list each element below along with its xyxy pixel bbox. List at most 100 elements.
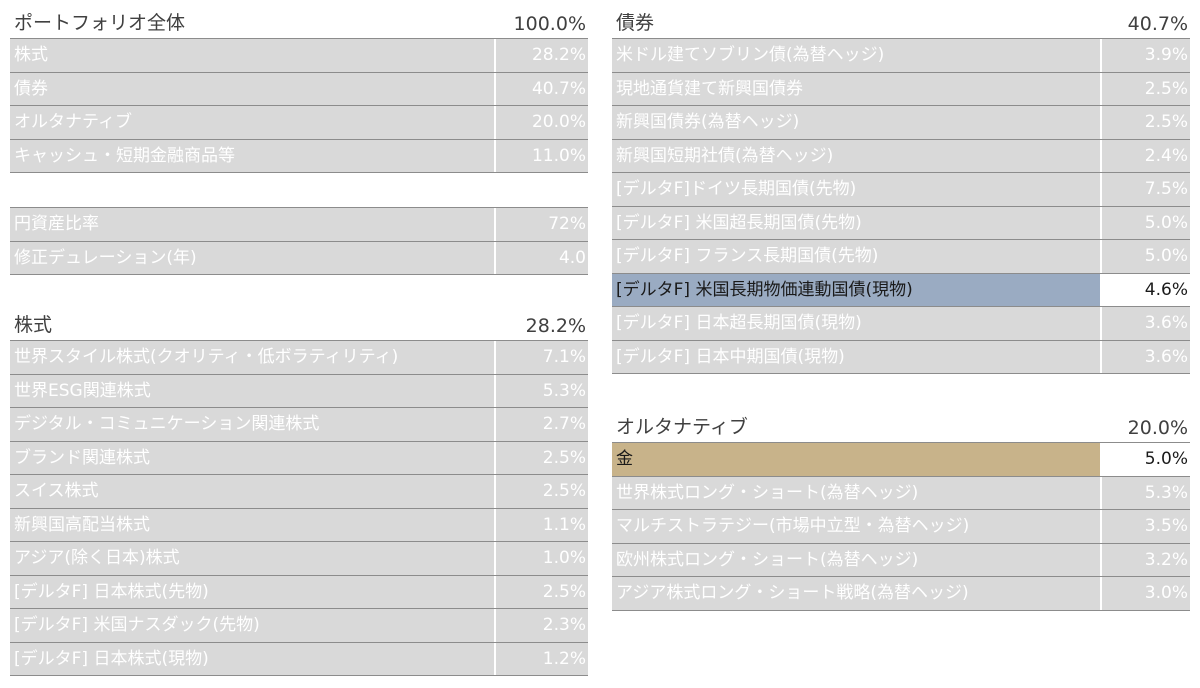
row-value: 11.0% <box>496 139 588 172</box>
row-value: 1.1% <box>496 508 588 541</box>
row-label: アジア(除く日本)株式 <box>10 542 494 575</box>
row-label: [デルタF] 日本中期国債(現物) <box>612 340 1100 373</box>
portfolio-header: ポートフォリオ全体 100.0% <box>10 6 588 39</box>
bonds-section: 債券 40.7% 米ドル建てソブリン債(為替ヘッジ) 3.9% 現地通貨建て新興国… <box>612 6 1190 374</box>
row-label: [デルタF] 米国長期物価連動国債(現物) <box>612 273 1100 306</box>
table-row: 株式 28.2% <box>10 39 588 73</box>
row-value: 5.0% <box>1102 240 1190 273</box>
row-value: 2.5% <box>496 475 588 508</box>
row-value: 4.0 <box>496 241 588 274</box>
row-value: 2.4% <box>1102 139 1190 172</box>
table-row: キャッシュ・短期金融商品等 11.0% <box>10 139 588 173</box>
row-value: 5.3% <box>1102 476 1190 509</box>
table-row: 欧州株式ロング・ショート(為替ヘッジ) 3.2% <box>612 543 1190 577</box>
row-label: キャッシュ・短期金融商品等 <box>10 139 494 172</box>
equity-title: 株式 <box>14 314 53 336</box>
table-row: [デルタF] 米国超長期国債(先物) 5.0% <box>612 206 1190 240</box>
row-value: 3.5% <box>1102 510 1190 543</box>
row-value: 5.0% <box>1102 443 1190 476</box>
row-value: 7.5% <box>1102 173 1190 206</box>
row-value: 28.2% <box>496 39 588 72</box>
row-value: 2.5% <box>496 441 588 474</box>
table-row: デジタル・コミュニケーション関連株式 2.7% <box>10 408 588 442</box>
row-label: 円資産比率 <box>10 208 494 241</box>
table-row: [デルタF] 日本株式(先物) 2.5% <box>10 575 588 609</box>
metrics-section: 円資産比率 72% 修正デュレーション(年) 4.0 <box>10 207 588 275</box>
table-row: [デルタF] 日本中期国債(現物) 3.6% <box>612 340 1190 374</box>
row-value: 40.7% <box>496 72 588 105</box>
row-label: 新興国債券(為替ヘッジ) <box>612 106 1100 139</box>
row-label: 現地通貨建て新興国債券 <box>612 72 1100 105</box>
row-label: 金 <box>612 443 1100 476</box>
alternatives-section: オルタナティブ 20.0% 金 5.0% 世界株式ロング・ショート(為替ヘッジ) 5… <box>612 410 1190 611</box>
row-label: 米ドル建てソブリン債(為替ヘッジ) <box>612 39 1100 72</box>
row-value: 2.5% <box>1102 106 1190 139</box>
equity-section: 株式 28.2% 世界スタイル株式(クオリティ・低ボラティリティ) 7.1% 世界… <box>10 308 588 676</box>
row-value: 2.5% <box>496 575 588 608</box>
portfolio-title: ポートフォリオ全体 <box>14 12 186 34</box>
row-value: 4.6% <box>1102 273 1190 306</box>
row-label: 新興国高配当株式 <box>10 508 494 541</box>
equity-header: 株式 28.2% <box>10 308 588 341</box>
alternatives-header: オルタナティブ 20.0% <box>612 410 1190 443</box>
row-value: 2.7% <box>496 408 588 441</box>
row-label: 修正デュレーション(年) <box>10 241 494 274</box>
table-row: 現地通貨建て新興国債券 2.5% <box>612 72 1190 106</box>
table-row: 円資産比率 72% <box>10 208 588 242</box>
bonds-title: 債券 <box>616 12 655 34</box>
row-value: 7.1% <box>496 341 588 374</box>
table-row: [デルタF]ドイツ長期国債(先物) 7.5% <box>612 173 1190 207</box>
bonds-total: 40.7% <box>1127 13 1188 35</box>
row-label: デジタル・コミュニケーション関連株式 <box>10 408 494 441</box>
row-label: [デルタF] 米国ナスダック(先物) <box>10 609 494 642</box>
row-label: オルタナティブ <box>10 106 494 139</box>
row-label: スイス株式 <box>10 475 494 508</box>
table-row: スイス株式 2.5% <box>10 475 588 509</box>
row-value: 5.3% <box>496 374 588 407</box>
table-row-highlighted: [デルタF] 米国長期物価連動国債(現物) 4.6% <box>612 273 1190 307</box>
bonds-header: 債券 40.7% <box>612 6 1190 39</box>
table-row: アジア(除く日本)株式 1.0% <box>10 542 588 576</box>
equity-total: 28.2% <box>525 315 586 337</box>
table-row: マルチストラテジー(市場中立型・為替ヘッジ) 3.5% <box>612 510 1190 544</box>
table-row: 新興国高配当株式 1.1% <box>10 508 588 542</box>
row-value: 3.6% <box>1102 307 1190 340</box>
row-value: 20.0% <box>496 106 588 139</box>
table-row: [デルタF] フランス長期国債(先物) 5.0% <box>612 240 1190 274</box>
row-label: マルチストラテジー(市場中立型・為替ヘッジ) <box>612 510 1100 543</box>
table-row: 修正デュレーション(年) 4.0 <box>10 241 588 275</box>
table-row: 世界株式ロング・ショート(為替ヘッジ) 5.3% <box>612 476 1190 510</box>
row-value: 3.0% <box>1102 577 1190 610</box>
row-label: 世界ESG関連株式 <box>10 374 494 407</box>
portfolio-total: 100.0% <box>513 13 586 35</box>
row-label: 株式 <box>10 39 494 72</box>
row-label: 債券 <box>10 72 494 105</box>
row-label: [デルタF] 日本超長期国債(現物) <box>612 307 1100 340</box>
table-row: オルタナティブ 20.0% <box>10 106 588 140</box>
row-value: 3.6% <box>1102 340 1190 373</box>
table-row: 新興国短期社債(為替ヘッジ) 2.4% <box>612 139 1190 173</box>
portfolio-section: ポートフォリオ全体 100.0% 株式 28.2% 債券 40.7% オルタナティブ… <box>10 6 588 173</box>
table-row: アジア株式ロング・ショート戦略(為替ヘッジ) 3.0% <box>612 577 1190 611</box>
row-label: [デルタF] 日本株式(先物) <box>10 575 494 608</box>
row-value: 1.2% <box>496 642 588 675</box>
table-row: [デルタF] 米国ナスダック(先物) 2.3% <box>10 609 588 643</box>
row-value: 2.5% <box>1102 72 1190 105</box>
alternatives-title: オルタナティブ <box>616 416 748 438</box>
row-value: 3.2% <box>1102 543 1190 576</box>
row-label: [デルタF] 日本株式(現物) <box>10 642 494 675</box>
row-label: 世界株式ロング・ショート(為替ヘッジ) <box>612 476 1100 509</box>
row-value: 2.3% <box>496 609 588 642</box>
table-row: 債券 40.7% <box>10 72 588 106</box>
table-row: ブランド関連株式 2.5% <box>10 441 588 475</box>
row-label: [デルタF]ドイツ長期国債(先物) <box>612 173 1100 206</box>
row-value: 3.9% <box>1102 39 1190 72</box>
row-label: アジア株式ロング・ショート戦略(為替ヘッジ) <box>612 577 1100 610</box>
table-row: 新興国債券(為替ヘッジ) 2.5% <box>612 106 1190 140</box>
table-row: [デルタF] 日本株式(現物) 1.2% <box>10 642 588 676</box>
row-label: [デルタF] 米国超長期国債(先物) <box>612 206 1100 239</box>
row-label: 世界スタイル株式(クオリティ・低ボラティリティ) <box>10 341 494 374</box>
row-label: 欧州株式ロング・ショート(為替ヘッジ) <box>612 543 1100 576</box>
alternatives-total: 20.0% <box>1127 417 1188 439</box>
table-row: [デルタF] 日本超長期国債(現物) 3.6% <box>612 307 1190 341</box>
